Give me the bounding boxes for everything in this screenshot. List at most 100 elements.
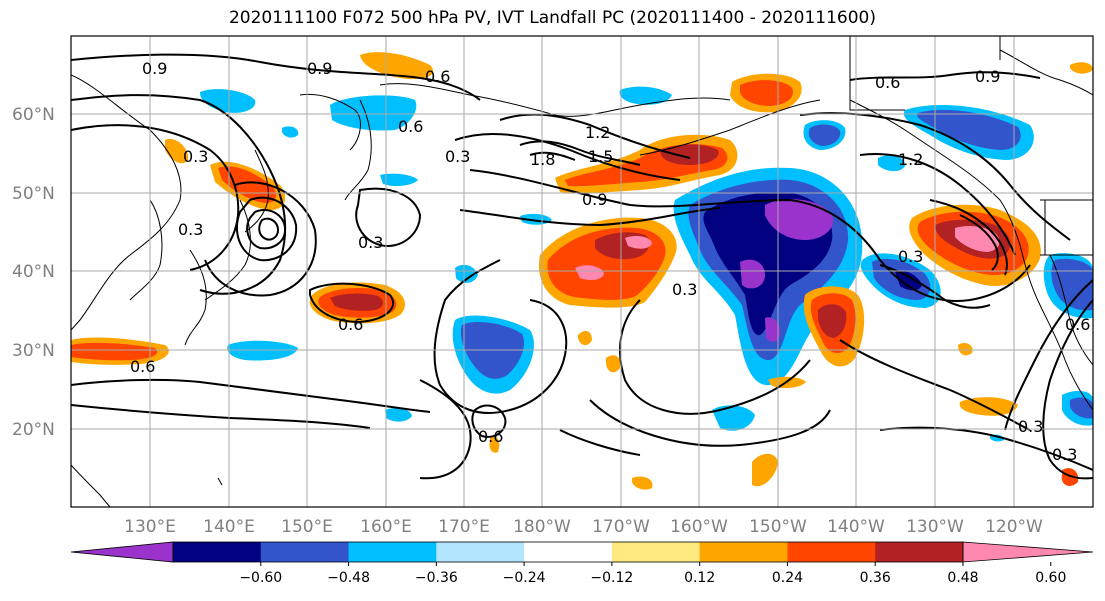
- negative-region: [1051, 258, 1093, 311]
- positive-region: [489, 436, 500, 453]
- contour-label: 0.3: [183, 147, 208, 166]
- contour-label: 0.6: [875, 73, 900, 92]
- colorbar-tick-label: −0.36: [415, 570, 458, 586]
- positive-region: [71, 342, 158, 361]
- colorbar-tick-label: 0.48: [947, 570, 978, 586]
- shaded-anomalies: [71, 52, 1093, 490]
- positive-region: [1070, 62, 1093, 74]
- colorbar-segment: [875, 542, 964, 562]
- contour-label: 0.6: [478, 427, 503, 446]
- negative-region: [878, 155, 905, 172]
- colorbar-segment: [611, 542, 701, 562]
- colorbar-tick-label: 0.36: [860, 570, 891, 586]
- negative-region: [380, 173, 418, 187]
- contour-label: 0.3: [358, 233, 383, 252]
- positive-region: [632, 476, 653, 490]
- colorbar-tick-label: 0.60: [1035, 570, 1066, 586]
- lat-label: 30°N: [12, 341, 55, 361]
- positive-region: [578, 330, 592, 346]
- colorbar-tick-label: −0.48: [327, 570, 370, 586]
- negative-region: [765, 199, 834, 240]
- positive-region: [955, 225, 1000, 252]
- contour-label: 1.5: [588, 147, 613, 166]
- lon-label: 160°E: [360, 517, 412, 537]
- lon-label: 180°W: [513, 517, 571, 537]
- colorbar-tick-label: 0.24: [772, 570, 803, 586]
- colorbar: −0.60 −0.48 −0.36 −0.24 −0.12 0.12 0.24 0.36 0.4…: [70, 541, 1094, 586]
- contour-label: 0.3: [672, 280, 697, 299]
- contour-label: 0.6: [130, 357, 155, 376]
- lon-label: 120°W: [985, 517, 1043, 537]
- positive-region: [606, 355, 621, 373]
- colorbar-segment: [260, 542, 350, 562]
- negative-region: [808, 124, 841, 146]
- contour-label: 0.6: [425, 67, 450, 86]
- colorbar-extend-high: [962, 541, 1094, 563]
- colorbar-tick-label: −0.60: [239, 570, 282, 586]
- lat-label: 20°N: [12, 420, 55, 440]
- contour-label: 0.3: [1018, 417, 1043, 436]
- positive-region: [818, 304, 847, 338]
- colorbar-tick-label: 0.12: [684, 570, 715, 586]
- colorbar-segment: [699, 542, 788, 562]
- colorbar-segment: [524, 542, 613, 562]
- positive-region: [330, 293, 384, 311]
- lon-label: 130°E: [124, 517, 176, 537]
- positive-region: [575, 265, 604, 281]
- latitude-labels: 60°N 50°N 40°N 30°N 20°N: [12, 105, 55, 440]
- lon-label: 130°W: [906, 517, 964, 537]
- negative-region: [765, 317, 780, 342]
- contour-label: 0.6: [338, 315, 363, 334]
- contour-label: 0.9: [975, 67, 1000, 86]
- longitude-labels: 130°E 140°E 150°E 160°E 170°E 180°W 170°…: [124, 517, 1043, 537]
- positive-region: [625, 235, 652, 249]
- coastlines: [71, 36, 1093, 507]
- negative-region: [712, 405, 755, 431]
- lat-label: 60°N: [12, 105, 55, 125]
- positive-region: [958, 342, 973, 356]
- positive-region: [218, 166, 277, 204]
- negative-region: [1070, 397, 1093, 419]
- contour-labels: 0.9 0.9 0.6 0.6 1.2 1.5 1.8 0.3 0.9 0.3 …: [130, 59, 1090, 464]
- lon-label: 150°E: [281, 517, 333, 537]
- contour-label: 0.9: [582, 190, 607, 209]
- contour-label: 0.6: [1065, 315, 1090, 334]
- contour-label: 0.6: [398, 117, 423, 136]
- colorbar-segment: [173, 542, 262, 562]
- lon-label: 170°E: [438, 517, 490, 537]
- lon-label: 140°W: [827, 517, 885, 537]
- colorbar-tick-label: −0.12: [590, 570, 633, 586]
- contour-label: 0.3: [445, 147, 470, 166]
- contour-label: 1.2: [898, 150, 923, 169]
- colorbar-segment: [348, 542, 437, 562]
- lon-label: 170°W: [592, 517, 650, 537]
- negative-region: [619, 86, 672, 105]
- negative-region: [227, 340, 298, 361]
- colorbar-segment: [436, 542, 525, 562]
- contour-label: 1.2: [585, 123, 610, 142]
- positive-region: [752, 453, 778, 487]
- negative-region: [917, 109, 1021, 150]
- lon-label: 140°E: [203, 517, 255, 537]
- contour-label: 0.9: [142, 59, 167, 78]
- lon-label: 150°W: [749, 517, 807, 537]
- positive-region: [165, 138, 189, 164]
- lat-label: 40°N: [12, 262, 55, 282]
- colorbar-extend-low: [70, 541, 174, 563]
- map-frame: [70, 35, 1094, 508]
- contour-label: 1.8: [530, 150, 555, 169]
- contour-label: 0.3: [1052, 445, 1077, 464]
- colorbar-tick-label: −0.24: [503, 570, 546, 586]
- negative-region: [330, 95, 417, 131]
- positive-region: [740, 80, 793, 106]
- negative-region: [455, 264, 478, 283]
- positive-region: [660, 144, 719, 165]
- lat-label: 50°N: [12, 184, 55, 204]
- negative-region: [282, 126, 299, 138]
- colorbar-segment: [787, 542, 876, 562]
- negative-region: [385, 408, 412, 422]
- negative-region: [740, 259, 765, 289]
- map-title: 2020111100 F072 500 hPa PV, IVT Landfall…: [228, 8, 876, 28]
- positive-region: [1061, 468, 1079, 486]
